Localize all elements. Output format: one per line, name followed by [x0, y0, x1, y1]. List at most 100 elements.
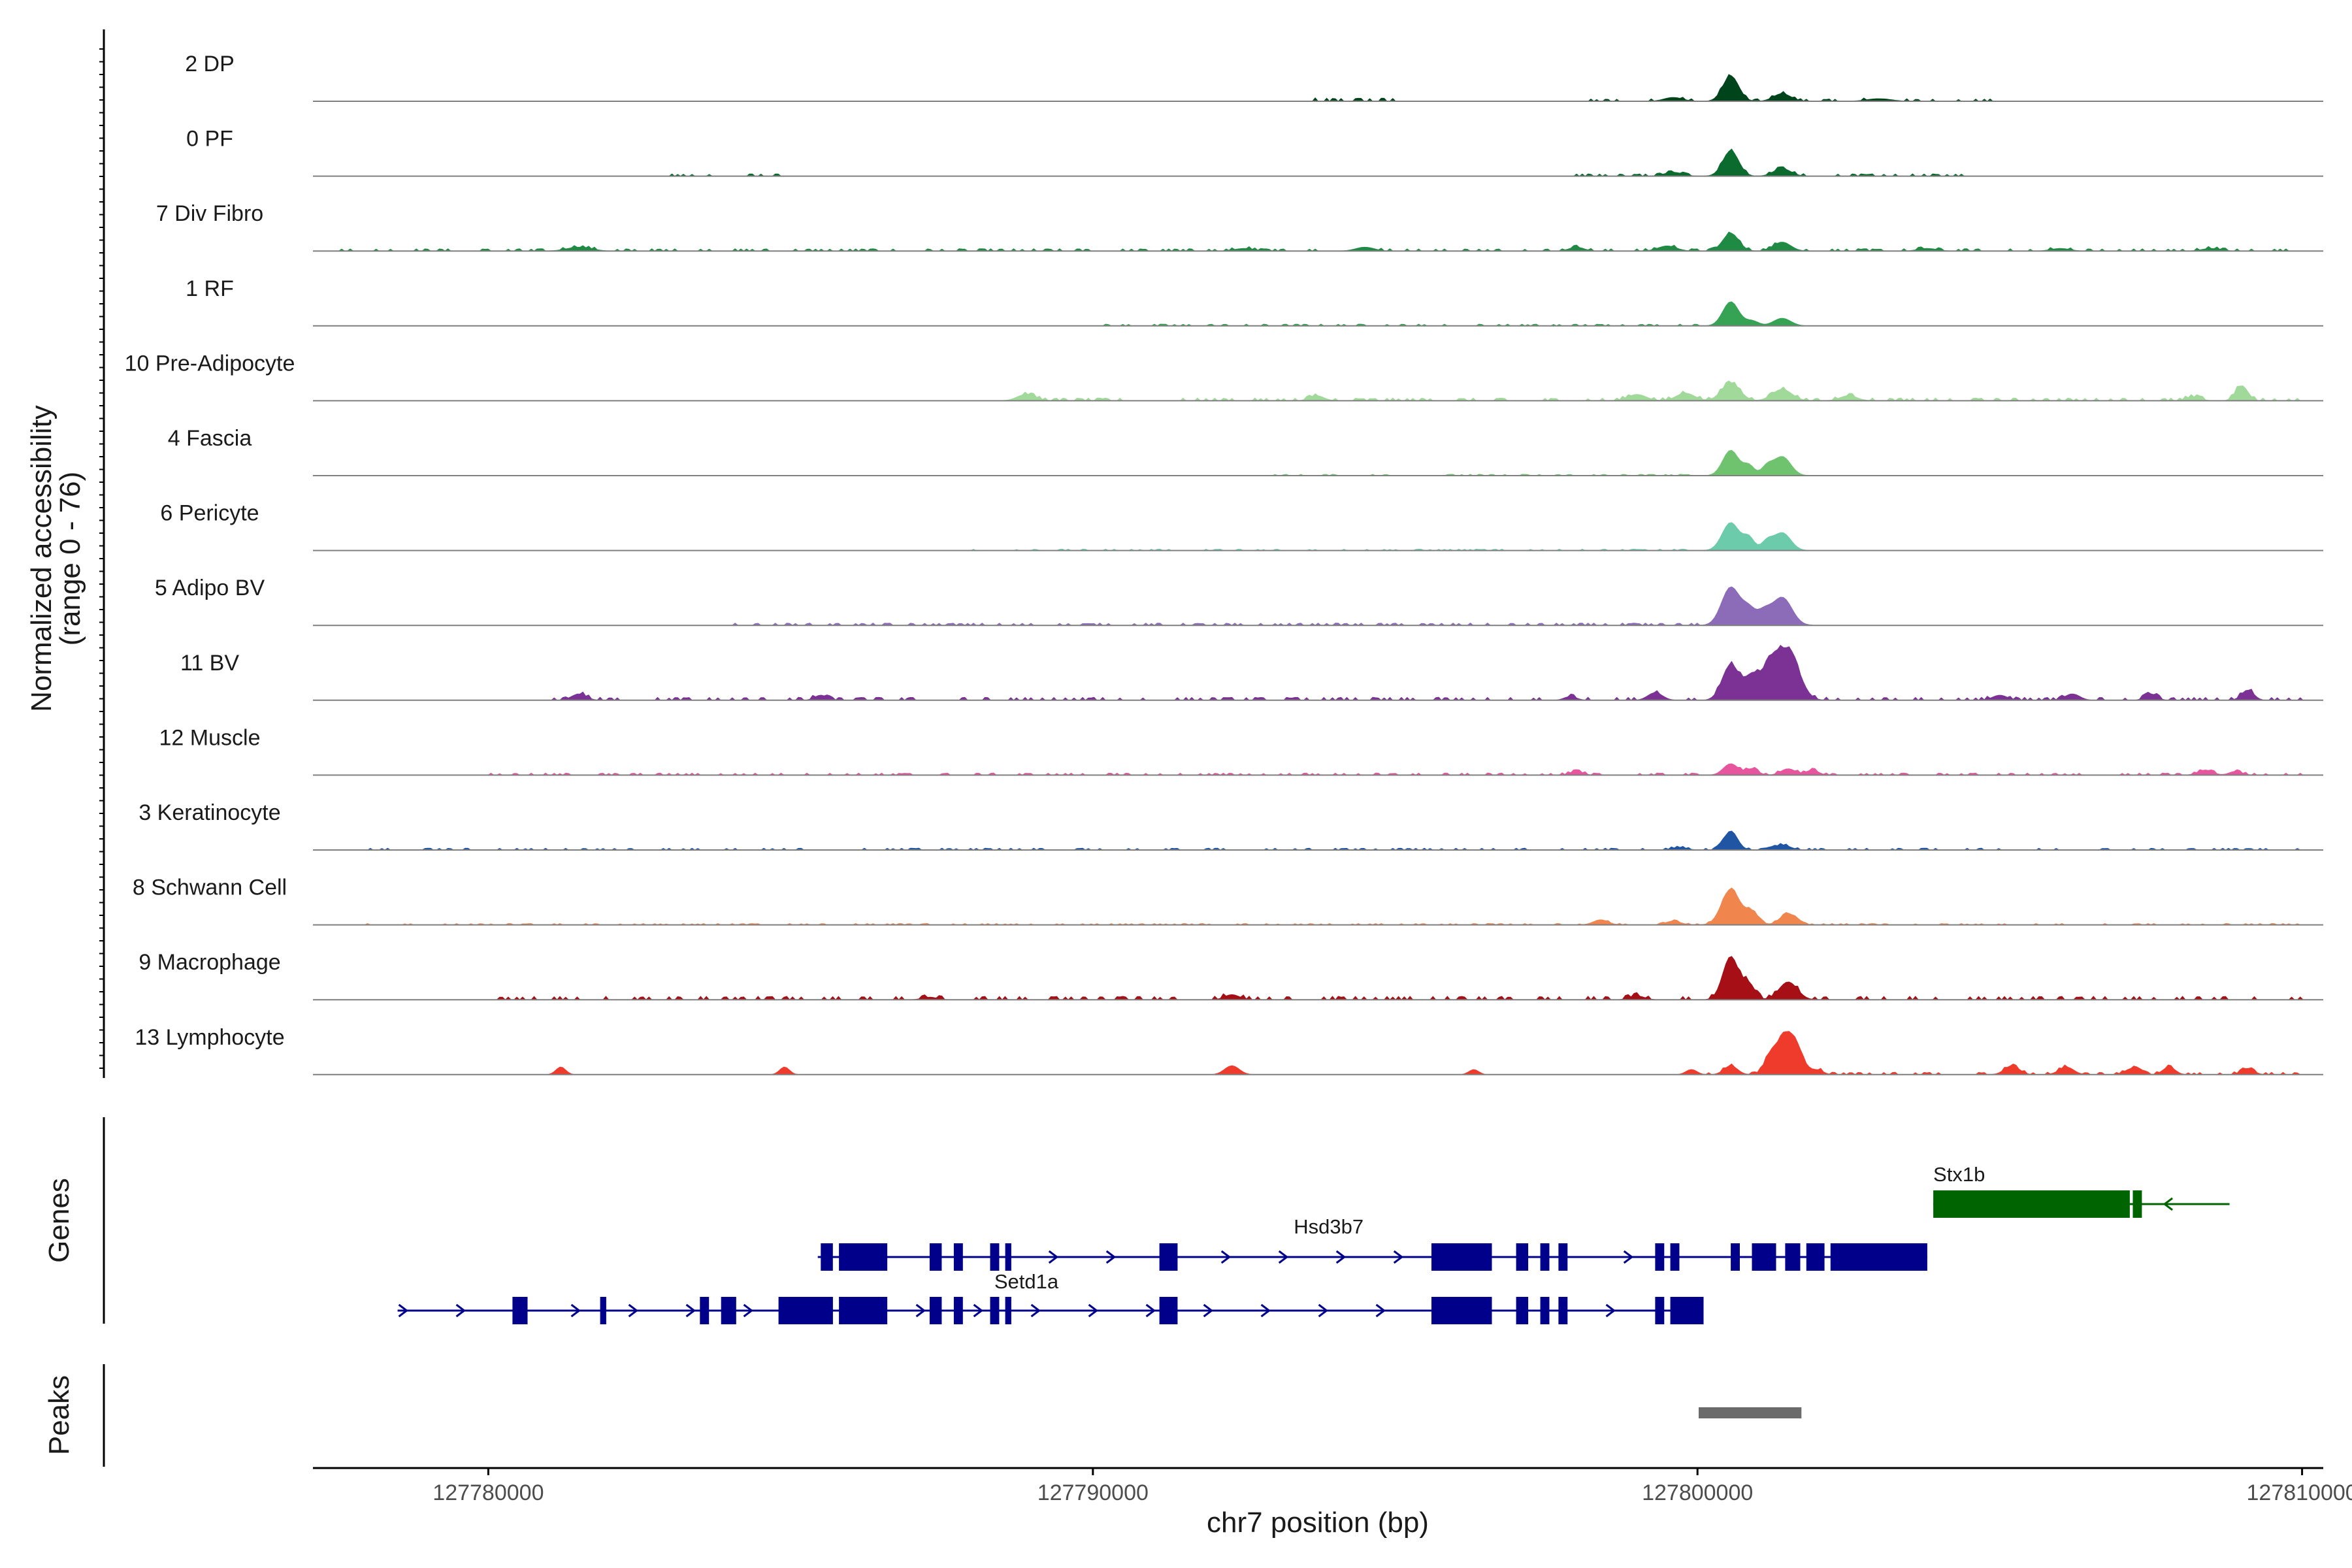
strand-arrow — [1105, 1250, 1117, 1264]
exon — [929, 1243, 942, 1271]
track-8: 11 BV — [180, 644, 2323, 701]
exon — [700, 1297, 710, 1324]
strand-arrow — [1335, 1250, 1347, 1264]
coverage-area — [313, 522, 2323, 551]
strand-arrow — [1623, 1250, 1634, 1264]
exon — [512, 1297, 528, 1324]
coverage-area — [313, 763, 2323, 776]
exon — [1540, 1297, 1550, 1324]
coverage-area — [313, 231, 2323, 252]
track-12: 9 Macrophage — [139, 950, 2323, 1001]
exon — [839, 1243, 888, 1271]
track-label: 9 Macrophage — [139, 950, 280, 975]
track-4: 10 Pre-Adipocyte — [125, 351, 2323, 402]
exon — [1785, 1243, 1801, 1271]
gene-hsd3b7: Hsd3b7 — [817, 1215, 1927, 1271]
strand-arrow — [1145, 1303, 1156, 1318]
exon — [953, 1297, 963, 1324]
exon — [1159, 1243, 1178, 1271]
track-2: 7 Div Fibro — [156, 201, 2323, 252]
x-tick-label: 127790000 — [1037, 1480, 1149, 1505]
strand-arrow — [973, 1303, 984, 1318]
coverage-tracks: 2 DP 0 PF 7 Div Fibro 1 RF 10 Pre-Adipocyte 4… — [125, 52, 2323, 1075]
coverage-area — [313, 887, 2323, 926]
exon — [1005, 1297, 1011, 1324]
exon — [1731, 1243, 1740, 1271]
track-13: 13 Lymphocyte — [135, 1025, 2323, 1075]
strand-arrow — [1030, 1303, 1041, 1318]
exon — [1558, 1243, 1568, 1271]
track-1: 0 PF — [186, 127, 2323, 177]
track-label: 0 PF — [186, 127, 233, 152]
y-axis — [99, 29, 105, 1078]
exon — [1655, 1297, 1665, 1324]
exon — [953, 1243, 963, 1271]
strand-arrow — [1605, 1303, 1616, 1318]
track-label: 7 Div Fibro — [156, 201, 263, 226]
x-axis: 127780000 127790000 127800000 127810000 — [433, 1468, 2352, 1505]
peaks-panel — [1699, 1407, 1802, 1418]
strand-arrow — [743, 1303, 754, 1318]
exon — [1752, 1243, 1776, 1271]
exon — [821, 1243, 833, 1271]
x-axis-title: chr7 position (bp) — [1207, 1507, 1429, 1539]
exon — [1431, 1297, 1492, 1324]
strand-arrow — [628, 1303, 639, 1318]
strand-arrow — [455, 1303, 466, 1318]
exon — [839, 1297, 888, 1324]
strand-arrow — [1203, 1303, 1214, 1318]
track-label: 4 Fascia — [168, 426, 252, 451]
track-label: 12 Muscle — [159, 725, 261, 750]
exon — [929, 1297, 942, 1324]
strand-arrow — [1260, 1303, 1271, 1318]
strand-arrow — [1278, 1250, 1289, 1264]
strand-arrow — [915, 1303, 926, 1318]
exon — [1558, 1297, 1568, 1324]
exon — [1670, 1243, 1680, 1271]
strand-arrow — [1220, 1250, 1232, 1264]
peak-bar — [1699, 1407, 1802, 1418]
x-tick-label: 127810000 — [2247, 1480, 2352, 1505]
x-tick-label: 127780000 — [433, 1480, 544, 1505]
track-label: 1 RF — [186, 276, 234, 301]
gene-label: Hsd3b7 — [1294, 1215, 1364, 1238]
strand-arrow — [685, 1303, 696, 1318]
track-label: 13 Lymphocyte — [135, 1025, 284, 1050]
exon — [778, 1297, 833, 1324]
track-label: 2 DP — [185, 52, 235, 76]
track-9: 12 Muscle — [159, 725, 2323, 776]
coverage-area — [313, 449, 2323, 476]
coverage-area — [313, 148, 2323, 177]
coverage-area — [313, 301, 2323, 327]
exon — [1005, 1243, 1011, 1271]
exon — [1670, 1297, 1704, 1324]
exon — [1655, 1243, 1665, 1271]
exon — [1830, 1243, 1927, 1271]
coverage-area — [313, 380, 2323, 402]
strand-arrow — [2163, 1197, 2174, 1211]
track-label: 11 BV — [180, 651, 239, 676]
gene-label: Stx1b — [1933, 1163, 1985, 1186]
track-11: 8 Schwann Cell — [133, 875, 2323, 926]
track-10: 3 Keratinocyte — [139, 800, 2323, 851]
track-3: 1 RF — [186, 276, 2323, 327]
strand-arrow — [1318, 1303, 1329, 1318]
track-label: 3 Keratinocyte — [139, 800, 280, 825]
track-label: 10 Pre-Adipocyte — [125, 351, 295, 376]
exon — [721, 1297, 736, 1324]
strand-arrow — [1088, 1303, 1099, 1318]
y-axis-title-line1: Normalized accessibility — [25, 405, 57, 711]
exon — [1540, 1243, 1550, 1271]
coverage-area — [313, 956, 2323, 1000]
exon — [2132, 1190, 2142, 1218]
coverage-area — [313, 830, 2323, 851]
exon — [1159, 1297, 1178, 1324]
x-tick-label: 127800000 — [1642, 1480, 1753, 1505]
genes-panel: Stx1b Hsd3b7 Setd1a — [397, 1163, 2230, 1324]
exon — [600, 1297, 606, 1324]
gene-setd1a: Setd1a — [397, 1270, 1704, 1324]
peaks-panel-label: Peaks — [43, 1375, 75, 1455]
coverage-area — [313, 586, 2323, 626]
coverage-area — [313, 1031, 2323, 1075]
